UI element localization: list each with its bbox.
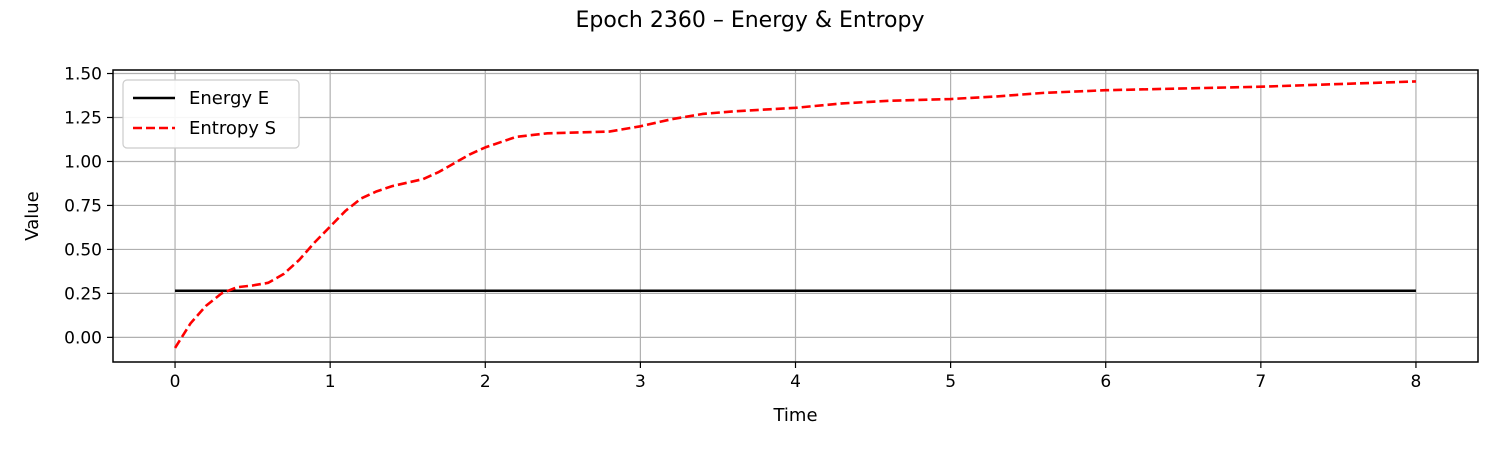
x-axis-ticks: 0 1 2 3 4 5 6 7 8: [170, 362, 1422, 392]
y-axis-label: Value: [22, 191, 43, 240]
grid: [113, 70, 1478, 362]
chart-title: Epoch 2360 – Energy & Entropy: [576, 8, 925, 33]
plot-lines: [173, 80, 1416, 349]
y-tick-label: 1.50: [64, 65, 102, 85]
legend: Energy E Entropy S: [122, 79, 300, 149]
y-axis-ticks: 0.00 0.25 0.50 0.75 1.00 1.25 1.50: [64, 65, 113, 348]
legend-label: Entropy S: [189, 118, 276, 139]
x-tick-label: 3: [635, 372, 646, 392]
x-tick-label: 2: [480, 372, 491, 392]
legend-label: Energy E: [189, 88, 269, 109]
x-tick-label: 6: [1100, 372, 1111, 392]
x-tick-label: 5: [945, 372, 956, 392]
x-tick-label: 1: [325, 372, 336, 392]
y-tick-label: 0.50: [64, 240, 102, 260]
series-line-entropy-s: [173, 80, 1416, 349]
y-tick-label: 0.00: [64, 328, 102, 348]
y-tick-label: 1.25: [64, 108, 102, 128]
x-tick-label: 4: [790, 372, 801, 392]
x-axis-label: Time: [772, 405, 817, 426]
x-tick-label: 7: [1255, 372, 1266, 392]
x-tick-label: 0: [170, 372, 181, 392]
y-tick-label: 0.75: [64, 196, 102, 216]
y-tick-label: 1.00: [64, 152, 102, 172]
y-tick-label: 0.25: [64, 284, 102, 304]
x-tick-label: 8: [1411, 372, 1422, 392]
